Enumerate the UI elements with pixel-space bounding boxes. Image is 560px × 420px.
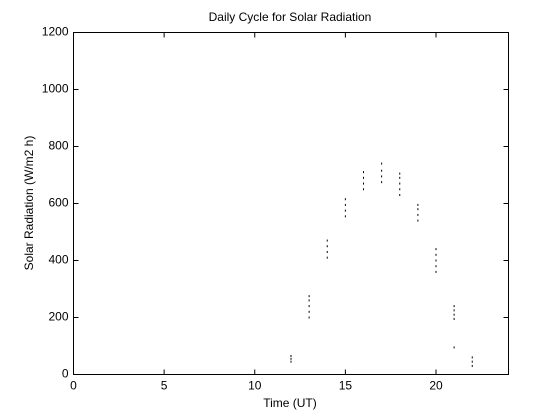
point [435, 248, 437, 251]
x-axis-label: Time (UT) [263, 396, 317, 410]
point [417, 203, 419, 206]
point [308, 299, 310, 302]
point [399, 188, 401, 191]
y-tick-label: 1000 [42, 82, 69, 96]
point [435, 253, 437, 256]
point [417, 208, 419, 211]
point [290, 357, 292, 360]
x-tick-label: 15 [339, 379, 353, 393]
point [399, 193, 401, 196]
point [326, 239, 328, 242]
y-tick-label: 800 [48, 139, 68, 153]
point [344, 215, 346, 218]
point [471, 360, 473, 363]
point [381, 162, 383, 165]
point [363, 188, 364, 191]
point [344, 203, 346, 206]
point [326, 256, 328, 259]
point [363, 171, 364, 174]
point [290, 354, 292, 357]
point [344, 209, 346, 212]
point [290, 360, 292, 363]
chart-title: Daily Cycle for Solar Radiation [209, 10, 372, 24]
point [363, 182, 364, 185]
point [435, 259, 437, 262]
point [308, 316, 310, 319]
x-tick-label: 5 [161, 379, 168, 393]
point [453, 309, 455, 312]
point [417, 213, 419, 216]
plot-frame [73, 32, 509, 375]
point [435, 265, 437, 268]
point [326, 245, 328, 248]
point [453, 317, 455, 320]
point [326, 250, 328, 253]
point [453, 346, 455, 349]
y-tick-label: 0 [62, 367, 69, 381]
point [453, 305, 455, 308]
x-tick-label: 20 [429, 379, 443, 393]
point [308, 305, 310, 308]
point [399, 176, 401, 179]
point [399, 172, 401, 175]
point [471, 364, 473, 367]
point [381, 169, 383, 172]
point [471, 356, 473, 359]
point [308, 310, 310, 313]
point [308, 295, 310, 298]
y-tick-label: 400 [48, 253, 68, 267]
point [435, 270, 437, 273]
point [417, 219, 419, 222]
point [399, 182, 401, 185]
y-axis-label: Solar Radiation (W/m2 h) [22, 136, 36, 271]
y-tick-label: 600 [48, 196, 68, 210]
point [344, 198, 346, 201]
x-tick-label: 0 [70, 379, 77, 393]
x-tick-label: 10 [248, 379, 262, 393]
y-tick-label: 200 [48, 310, 68, 324]
point [381, 175, 383, 178]
point [381, 181, 383, 184]
point [363, 176, 364, 179]
point [453, 313, 455, 316]
y-tick-label: 1200 [42, 25, 69, 39]
